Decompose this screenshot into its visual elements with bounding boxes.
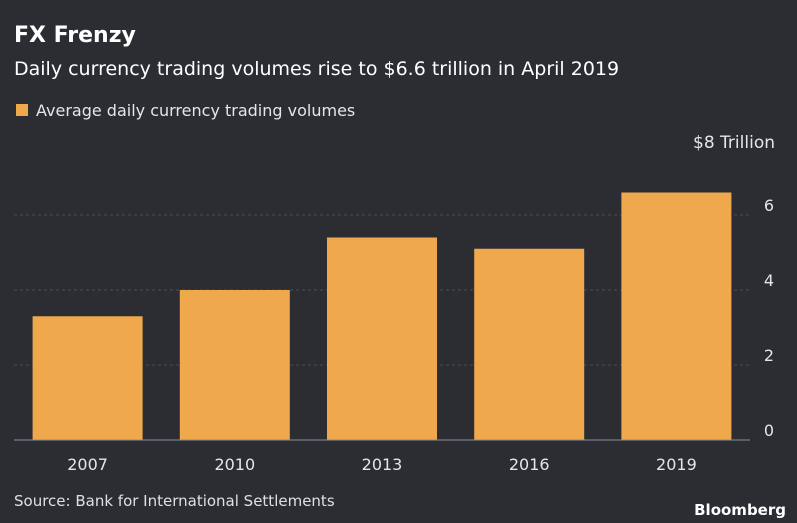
y-axis-unit-label: $8 Trillion — [693, 133, 775, 153]
bar-2016 — [474, 248, 585, 440]
x-tick-label-2016: 2016 — [509, 455, 550, 474]
x-tick-label-2007: 2007 — [67, 455, 108, 474]
legend-label: Average daily currency trading volumes — [36, 101, 355, 120]
legend-swatch — [16, 104, 28, 116]
y-tick-label: 4 — [764, 271, 774, 290]
bar-2019 — [621, 192, 732, 440]
x-axis-ticks: 2007 2010 2013 2016 2019 — [67, 455, 697, 474]
source-note: Source: Bank for International Settlemen… — [14, 492, 335, 510]
y-tick-label: 0 — [764, 421, 774, 440]
bar-2010 — [179, 290, 290, 440]
y-axis-ticks: 0 2 4 6 — [764, 196, 774, 440]
bar-2007 — [32, 316, 143, 440]
x-tick-label-2019: 2019 — [656, 455, 697, 474]
brand-logo: Bloomberg — [694, 501, 786, 519]
bar-2013 — [327, 237, 437, 440]
chart-subtitle: Daily currency trading volumes rise to $… — [14, 58, 619, 80]
y-tick-label: 6 — [764, 196, 774, 215]
chart-title: FX Frenzy — [14, 23, 136, 48]
y-tick-label: 2 — [764, 346, 774, 365]
x-tick-label-2013: 2013 — [362, 455, 403, 474]
x-tick-label-2010: 2010 — [214, 455, 255, 474]
bars — [32, 192, 732, 440]
